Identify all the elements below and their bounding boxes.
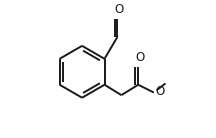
Text: O: O — [114, 3, 123, 16]
Text: O: O — [156, 85, 165, 98]
Text: O: O — [135, 51, 145, 64]
